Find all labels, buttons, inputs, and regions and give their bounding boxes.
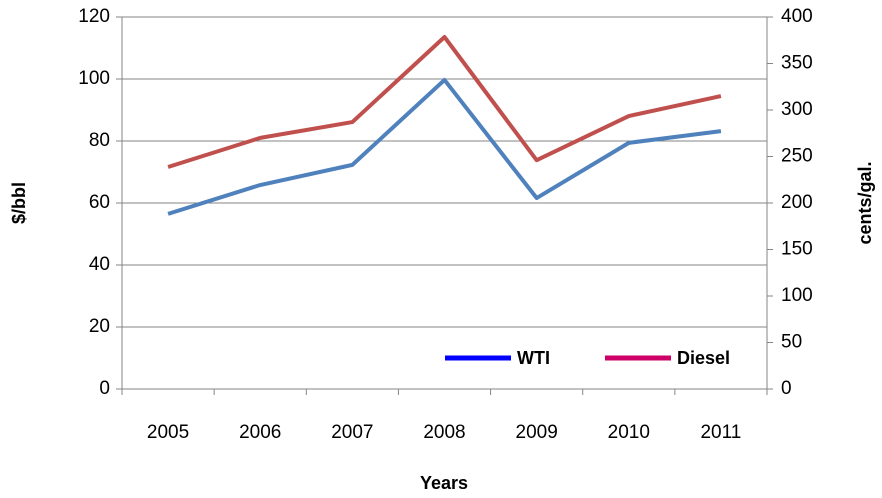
x-tick-label: 2010 [608, 422, 650, 443]
y2-tick-label: 0 [781, 378, 792, 399]
legend-label: Diesel [677, 348, 730, 368]
y-axis-title: $/bbl [9, 182, 29, 224]
y2-tick-label: 400 [781, 6, 813, 27]
y2-tick-label: 50 [781, 332, 802, 353]
x-tick-label: 2007 [331, 422, 373, 443]
y2-axis-title: cents/gal. [855, 161, 875, 244]
y2-tick-label: 350 [781, 53, 813, 74]
x-tick-label: 2008 [423, 422, 465, 443]
y2-tick-label: 200 [781, 192, 813, 213]
x-tick-label: 2006 [239, 422, 281, 443]
x-tick-label: 2009 [516, 422, 558, 443]
x-tick-label: 2011 [700, 422, 741, 443]
y-tick-label: 40 [89, 254, 110, 275]
x-tick-label: 2005 [147, 422, 189, 443]
y-tick-label: 100 [78, 68, 110, 89]
legend-label: WTI [517, 348, 550, 368]
y-tick-label: 20 [89, 316, 110, 337]
y-tick-label: 60 [89, 192, 110, 213]
y2-tick-label: 300 [781, 99, 813, 120]
data-line [167, 34, 722, 169]
data-line [167, 77, 722, 216]
x-axis-title: Years [420, 473, 468, 493]
y-tick-label: 0 [99, 378, 110, 399]
y-tick-label: 120 [78, 6, 110, 27]
y2-tick-label: 250 [781, 146, 813, 167]
y2-tick-label: 150 [781, 239, 813, 260]
y2-tick-label: 100 [781, 285, 813, 306]
y-tick-label: 80 [89, 130, 110, 151]
